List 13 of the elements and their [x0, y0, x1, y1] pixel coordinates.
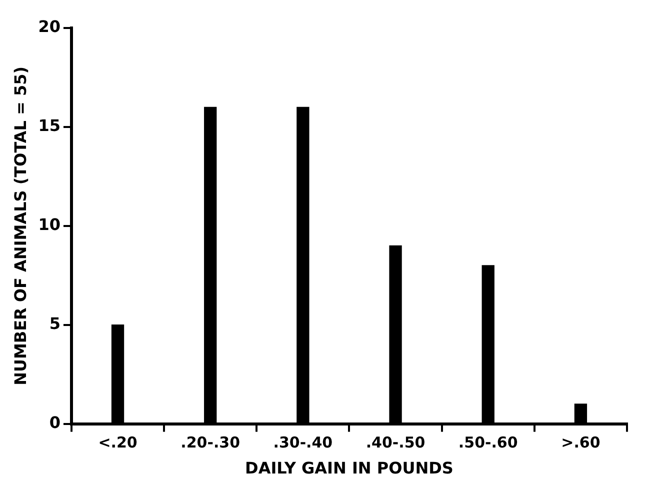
y-tick-label: 10 [38, 215, 60, 234]
x-tick-label: .30-.40 [273, 434, 333, 452]
y-tick-label: 15 [38, 116, 60, 136]
y-tick-label: 0 [49, 412, 60, 432]
x-tick-label: <.20 [98, 434, 138, 452]
x-tick-label: >.60 [561, 434, 600, 452]
x-tick-label: .20-.30 [180, 434, 240, 452]
x-tick-label: .50-.60 [458, 434, 518, 452]
y-axis-title: NUMBER OF ANIMALS (TOTAL = 55) [10, 66, 30, 386]
y-tick-label: 20 [38, 17, 60, 36]
x-tick-label: .40-.50 [366, 434, 426, 452]
x-axis-title: DAILY GAIN IN POUNDS [245, 458, 454, 478]
y-tick-label: 5 [49, 314, 60, 334]
